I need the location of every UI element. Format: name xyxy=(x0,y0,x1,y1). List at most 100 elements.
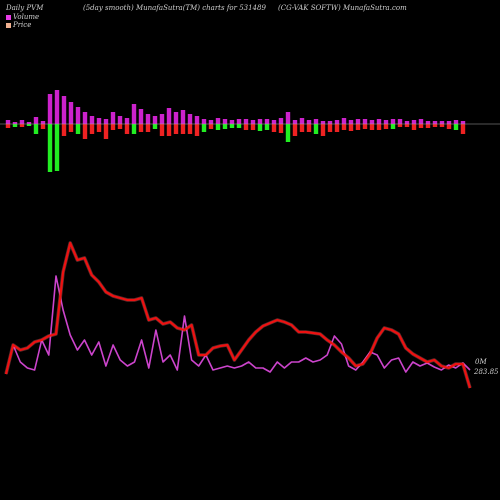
volume-axis-label: 0M xyxy=(475,358,487,366)
volume-bar-down xyxy=(208,124,214,129)
volume-bar-up xyxy=(285,112,291,124)
volume-bar-down xyxy=(124,124,130,134)
volume-bar-up xyxy=(96,118,102,124)
volume-bar-down xyxy=(425,124,431,128)
volume-bar-up xyxy=(264,119,270,124)
volume-line xyxy=(5,275,471,375)
volume-bar-down xyxy=(110,124,116,130)
volume-bar-up xyxy=(271,120,277,124)
volume-bar-down xyxy=(432,124,438,127)
legend-price-swatch xyxy=(6,22,11,28)
volume-bar-up xyxy=(19,120,25,124)
volume-bar-up xyxy=(404,121,410,124)
legend-price: Price xyxy=(6,21,31,29)
volume-bar-up xyxy=(47,94,53,124)
legend-volume-swatch xyxy=(6,14,11,20)
volume-bar-up xyxy=(236,119,242,124)
volume-bar-up xyxy=(306,120,312,124)
volume-bar-down xyxy=(355,124,361,130)
legend-price-label: Price xyxy=(13,21,32,29)
volume-bar-down xyxy=(243,124,249,130)
volume-bar-up xyxy=(418,119,424,124)
volume-bar-down xyxy=(89,124,95,134)
volume-bar-down xyxy=(390,124,396,129)
volume-bar-up xyxy=(166,108,172,124)
volume-bar-down xyxy=(96,124,102,132)
volume-bar-up xyxy=(355,119,361,124)
legend-volume: Volume xyxy=(6,13,39,21)
volume-bar-down xyxy=(397,124,403,127)
volume-bar-down xyxy=(446,124,452,129)
volume-bar-down xyxy=(159,124,165,136)
volume-bar-up xyxy=(299,118,305,124)
volume-bar-down xyxy=(5,124,11,128)
volume-bar-down xyxy=(383,124,389,129)
volume-bar-up xyxy=(103,119,109,124)
volume-bar-down xyxy=(327,124,333,132)
volume-bar-up xyxy=(89,116,95,124)
volume-bar-up xyxy=(278,118,284,124)
volume-bar-up xyxy=(250,120,256,124)
volume-bar-up xyxy=(68,102,74,124)
volume-bar-down xyxy=(138,124,144,132)
volume-bar-down xyxy=(117,124,123,129)
price-axis-label: 283.85 xyxy=(474,368,499,376)
volume-bar-down xyxy=(54,124,60,171)
volume-bar-up xyxy=(369,120,375,124)
volume-bar-down xyxy=(439,124,445,127)
volume-bar-down xyxy=(285,124,291,142)
volume-bar-down xyxy=(334,124,340,132)
volume-bar-up xyxy=(397,119,403,124)
site-label: (CG-VAK SOFTW) MunafaSutra.com xyxy=(278,4,407,12)
volume-bar-up xyxy=(33,117,39,124)
volume-bar-down xyxy=(250,124,256,130)
volume-bar-down xyxy=(306,124,312,132)
volume-bar-down xyxy=(152,124,158,129)
volume-bar-up xyxy=(348,120,354,124)
volume-bar-down xyxy=(341,124,347,130)
volume-bar-down xyxy=(82,124,88,139)
volume-bar-down xyxy=(166,124,172,136)
volume-bar-up xyxy=(446,121,452,124)
volume-bar-up xyxy=(222,119,228,124)
volume-bar-down xyxy=(19,124,25,127)
volume-bar-up xyxy=(292,120,298,124)
volume-bar-up xyxy=(208,120,214,124)
volume-bar-down xyxy=(229,124,235,128)
volume-bar-up xyxy=(327,121,333,124)
volume-bar-up xyxy=(124,118,130,124)
volume-bar-up xyxy=(82,112,88,124)
volume-bar-up xyxy=(75,107,81,124)
volume-bar-up xyxy=(460,121,466,124)
volume-bar-down xyxy=(103,124,109,139)
volume-bar-up xyxy=(229,120,235,124)
volume-bar-up xyxy=(173,112,179,124)
volume-bars xyxy=(5,90,466,172)
volume-bar-down xyxy=(460,124,466,134)
volume-bar-down xyxy=(376,124,382,130)
volume-bar-up xyxy=(159,114,165,124)
volume-bar-down xyxy=(222,124,228,129)
volume-bar-up xyxy=(425,121,431,124)
volume-bar-down xyxy=(292,124,298,136)
volume-bar-up xyxy=(145,114,151,124)
volume-bar-up xyxy=(439,121,445,124)
volume-bar-up xyxy=(117,116,123,124)
volume-bar-up xyxy=(40,121,46,124)
volume-bar-down xyxy=(299,124,305,132)
volume-bar-down xyxy=(278,124,284,133)
volume-bar-down xyxy=(313,124,319,134)
volume-bar-up xyxy=(194,116,200,124)
volume-bar-down xyxy=(257,124,263,131)
volume-bar-down xyxy=(194,124,200,136)
volume-bar-down xyxy=(12,124,18,127)
volume-bar-down xyxy=(187,124,193,134)
volume-bar-up xyxy=(362,119,368,124)
volume-bar-up xyxy=(5,120,11,124)
volume-bar-up xyxy=(390,119,396,124)
volume-bar-down xyxy=(180,124,186,134)
volume-bar-down xyxy=(264,124,270,130)
volume-bar-down xyxy=(145,124,151,132)
volume-bar-up xyxy=(243,119,249,124)
